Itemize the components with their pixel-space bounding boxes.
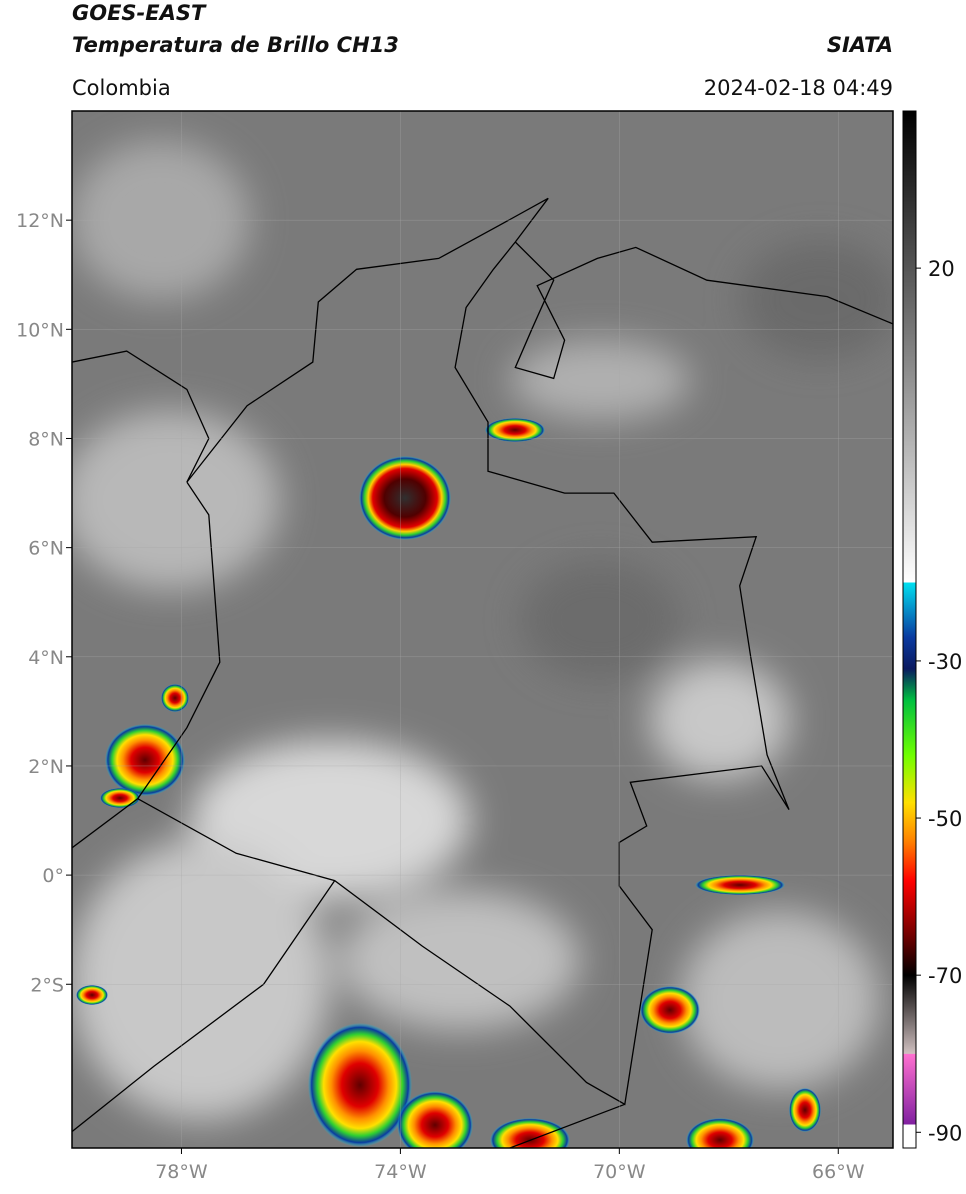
colorbar [902,110,917,1149]
map [72,111,893,1148]
y-tick-label: 8°N [28,428,64,450]
colorbar-tick-label: -50 [928,807,962,831]
x-tick-label: 78°W [155,1161,208,1183]
colorbar-tick-label: -30 [928,650,962,674]
region: Colombia [72,76,171,100]
border-line [514,241,893,380]
y-tick-label: 0° [42,865,64,887]
grid [72,111,893,1148]
subtitle: Temperatura de Brillo CH13 [72,33,399,57]
title: GOES-EAST [72,1,207,25]
border-line [72,798,139,849]
x-tick-label: 74°W [374,1161,427,1183]
colorbar-tick-label: -70 [928,964,962,988]
source: SIATA [827,33,893,57]
colorbar-tick-label: 20 [928,257,955,281]
map-frame [71,110,894,1149]
cloud-field [72,140,893,1120]
axes: 78°W 74°W 70°W 66°W 12°N 10°N 8°N 6°N 4°N 2°N 0° 2°… [16,210,962,1183]
y-tick-label: 6°N [28,538,64,560]
border-line [136,197,790,1106]
border-line [509,1103,626,1148]
x-tick-label: 70°W [593,1161,646,1183]
colorbar-tick-label: -90 [928,1121,962,1145]
y-tick-label: 2°S [30,974,64,996]
x-tick-label: 66°W [812,1161,865,1183]
borders [72,197,893,1148]
convective-cells [76,418,821,1148]
timestamp: 2024-02-18 04:49 [704,76,893,100]
y-tick-label: 12°N [16,210,64,232]
y-tick-label: 4°N [28,647,64,669]
border-line [72,880,336,1133]
y-tick-label: 2°N [28,756,64,778]
border-line [72,350,210,483]
y-tick-label: 10°N [16,319,64,341]
